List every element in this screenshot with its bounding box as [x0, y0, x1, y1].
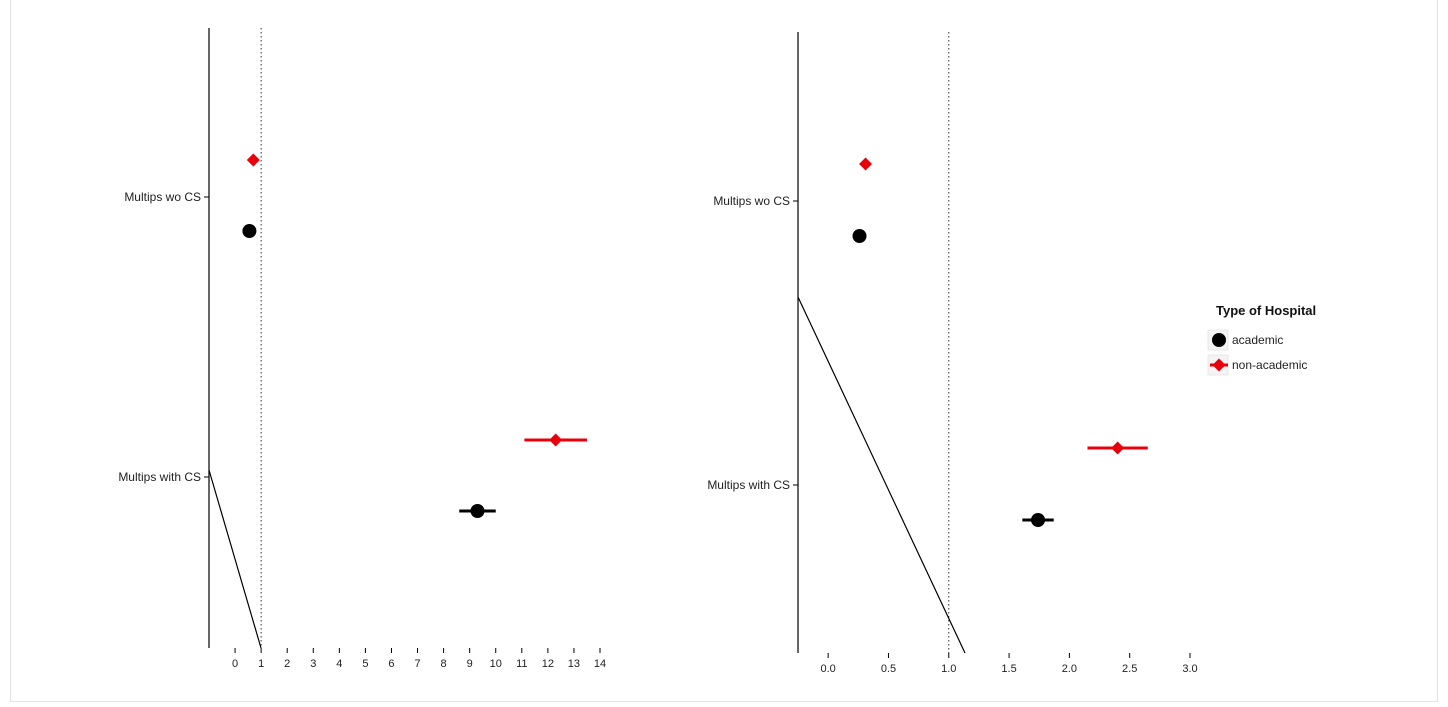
academic-point	[242, 224, 257, 238]
non-academic-point	[1111, 441, 1125, 455]
x-tick-label: 10	[490, 658, 502, 670]
legend: Type of Hospital academic non-academic	[1207, 303, 1316, 376]
category-label: Multips with CS	[707, 478, 790, 492]
x-tick-label: 1	[258, 658, 264, 670]
legend-key-academic	[1212, 333, 1226, 347]
x-tick-label: 2.0	[1062, 663, 1077, 675]
x-tick-label: 7	[414, 658, 420, 670]
x-tick-label: 5	[362, 658, 368, 670]
legend-title: Type of Hospital	[1216, 303, 1316, 318]
x-tick-label: 0.5	[881, 663, 896, 675]
academic-point	[470, 504, 485, 518]
x-tick-label: 1.5	[1001, 663, 1016, 675]
category-label: Multips with CS	[118, 470, 201, 484]
figure-frame	[10, 0, 1438, 702]
legend-key-non-academic	[1212, 358, 1226, 372]
category-label: Multips wo CS	[713, 194, 790, 208]
x-tick-label: 12	[542, 658, 554, 670]
x-tick-label: 3.0	[1182, 663, 1197, 675]
x-tick-label: 2	[284, 658, 290, 670]
x-tick-label: 8	[441, 658, 447, 670]
academic-point	[852, 229, 867, 243]
right-forest-plot-panel: Multips wo CS Multips with CS 0.0 0.5 1.0 1.5…	[707, 32, 1198, 675]
non-academic-point	[549, 433, 563, 447]
legend-label: non-academic	[1232, 358, 1307, 372]
axis-break-line	[797, 296, 966, 654]
x-tick-label: 4	[336, 658, 342, 670]
x-tick-label: 0.0	[821, 663, 836, 675]
legend-label: academic	[1232, 333, 1283, 347]
x-tick-label: 2.5	[1122, 663, 1137, 675]
x-tick-label: 14	[594, 658, 606, 670]
academic-point	[1031, 513, 1046, 527]
x-tick-label: 1.0	[941, 663, 956, 675]
non-academic-point	[859, 157, 873, 171]
x-tick-label: 11	[516, 658, 527, 670]
x-tick-label: 9	[467, 658, 473, 670]
x-tick-label: 3	[310, 658, 316, 670]
axis-break-line	[208, 469, 262, 649]
x-tick-label: 0	[232, 658, 238, 670]
non-academic-point	[246, 153, 260, 167]
x-tick-label: 13	[568, 658, 580, 670]
x-tick-label: 6	[388, 658, 394, 670]
category-label: Multips wo CS	[124, 190, 201, 204]
